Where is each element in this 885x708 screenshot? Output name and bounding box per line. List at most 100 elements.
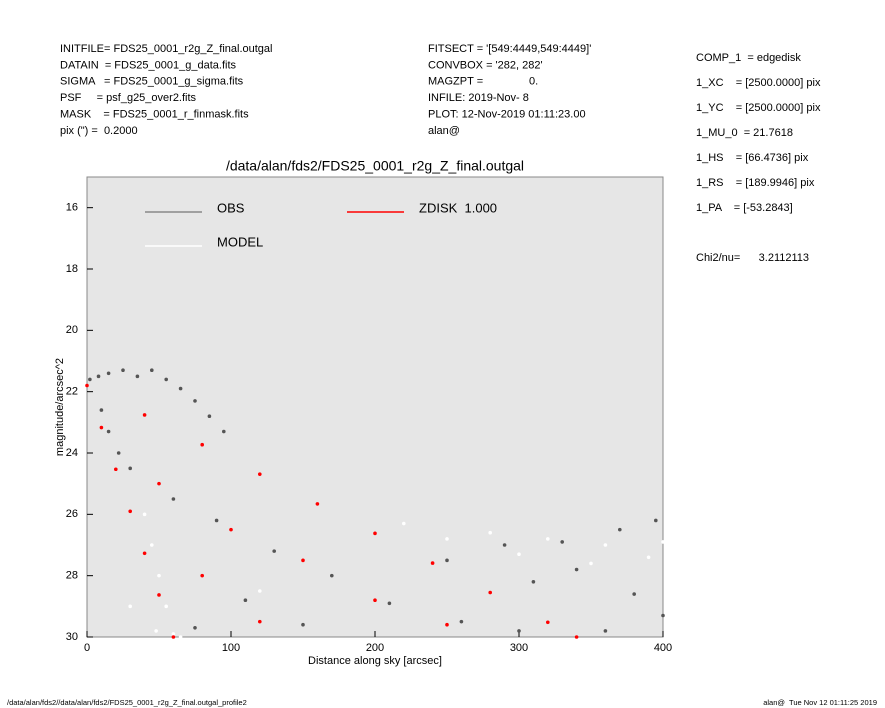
point bbox=[178, 386, 183, 391]
legend-label: OBS bbox=[217, 200, 245, 215]
header-middle-line: FITSECT = '[549:4449,549:4449]' bbox=[428, 43, 591, 55]
header-right-line: 1_YC = [2500.0000] pix bbox=[696, 102, 821, 114]
y-tick-label: 24 bbox=[66, 447, 78, 459]
point bbox=[171, 635, 176, 639]
point bbox=[646, 555, 651, 560]
y-tick-label: 26 bbox=[66, 508, 78, 520]
point bbox=[222, 429, 226, 434]
x-tick-label: 100 bbox=[222, 642, 240, 654]
point bbox=[373, 531, 377, 536]
header-right-line: COMP_1 = edgedisk bbox=[696, 52, 801, 64]
point bbox=[661, 613, 665, 618]
point bbox=[121, 368, 125, 373]
header-left-line: MASK = FDS25_0001_r_finmask.fits bbox=[60, 109, 249, 121]
point bbox=[178, 635, 183, 639]
point bbox=[193, 626, 197, 630]
point bbox=[258, 589, 262, 593]
legend-label: ZDISK 1.000 bbox=[419, 200, 497, 215]
point bbox=[193, 399, 197, 403]
point bbox=[154, 629, 158, 633]
point bbox=[632, 592, 636, 596]
point bbox=[272, 549, 277, 553]
point bbox=[445, 558, 449, 563]
footer-stamp: alan@ Tue Nov 12 01:11:25 2019 bbox=[763, 698, 877, 707]
point bbox=[574, 635, 579, 639]
point bbox=[207, 414, 212, 419]
y-tick-label: 28 bbox=[66, 570, 78, 582]
point bbox=[301, 622, 305, 627]
point bbox=[430, 561, 435, 565]
legend-label: MODEL bbox=[217, 234, 263, 249]
point bbox=[157, 593, 161, 597]
point bbox=[96, 374, 101, 379]
point bbox=[99, 408, 104, 412]
point bbox=[387, 601, 392, 606]
point bbox=[150, 368, 154, 373]
point bbox=[445, 622, 449, 627]
point bbox=[200, 442, 204, 447]
point bbox=[258, 619, 262, 624]
point bbox=[661, 540, 665, 544]
point bbox=[164, 604, 168, 609]
point bbox=[171, 497, 176, 501]
point bbox=[116, 451, 121, 455]
point bbox=[488, 590, 493, 595]
point bbox=[531, 580, 536, 584]
header-left-line: INITFILE= FDS25_0001_r2g_Z_final.outgal bbox=[60, 43, 273, 55]
point bbox=[128, 509, 132, 514]
point bbox=[88, 377, 92, 382]
point bbox=[106, 371, 111, 376]
header-middle-line: CONVBOX = '282, 282' bbox=[428, 59, 543, 71]
point bbox=[157, 573, 161, 578]
point bbox=[85, 383, 89, 388]
point bbox=[200, 573, 204, 578]
point bbox=[488, 530, 493, 535]
point bbox=[459, 619, 464, 624]
point bbox=[214, 518, 219, 523]
point bbox=[546, 620, 550, 625]
x-tick-label: 0 bbox=[84, 642, 90, 654]
point bbox=[128, 466, 132, 471]
header-middle-line: MAGZPT = 0. bbox=[428, 76, 538, 88]
point bbox=[445, 537, 449, 541]
point bbox=[99, 425, 104, 430]
header-left-line: pix (") = 0.2000 bbox=[60, 125, 138, 137]
point bbox=[135, 374, 140, 379]
header-right-line: 1_XC = [2500.0000] pix bbox=[696, 77, 821, 89]
point bbox=[618, 527, 622, 532]
chart-title: /data/alan/fds2/FDS25_0001_r2g_Z_final.o… bbox=[226, 158, 524, 174]
y-tick-label: 18 bbox=[66, 263, 78, 275]
point bbox=[603, 543, 608, 547]
header-middle-line: INFILE: 2019-Nov- 8 bbox=[428, 92, 529, 104]
y-tick-label: 22 bbox=[66, 386, 78, 398]
footer-path: /data/alan/fds2//data/alan/fds2/FDS25_00… bbox=[7, 698, 247, 707]
point bbox=[142, 551, 147, 556]
point bbox=[502, 543, 507, 547]
x-tick-label: 400 bbox=[654, 642, 672, 654]
point bbox=[114, 467, 118, 472]
header-right-line: 1_MU_0 = 21.7618 bbox=[696, 127, 793, 139]
header-middle-line: alan@ bbox=[428, 125, 460, 137]
point bbox=[150, 543, 154, 547]
point bbox=[517, 552, 521, 556]
x-axis-label: Distance along sky [arcsec] bbox=[308, 655, 442, 667]
point bbox=[589, 561, 593, 566]
x-tick-label: 200 bbox=[366, 642, 384, 654]
point bbox=[574, 567, 579, 572]
y-tick-label: 30 bbox=[66, 631, 78, 643]
plot-area bbox=[86, 176, 664, 638]
y-tick-label: 16 bbox=[66, 202, 78, 214]
header-middle-line: PLOT: 12-Nov-2019 01:11:23.00 bbox=[428, 109, 586, 121]
point bbox=[315, 502, 320, 506]
header-right-line: 1_HS = [66.4736] pix bbox=[696, 152, 809, 164]
header-right-line: Chi2/nu= 3.2112113 bbox=[696, 252, 809, 264]
point bbox=[402, 521, 406, 526]
x-tick-label: 300 bbox=[510, 642, 528, 654]
point bbox=[171, 632, 176, 636]
header-left-line: SIGMA = FDS25_0001_g_sigma.fits bbox=[60, 76, 244, 88]
point bbox=[603, 629, 608, 633]
header-left-line: PSF = psf_g25_over2.fits bbox=[60, 92, 197, 104]
point bbox=[373, 598, 377, 602]
